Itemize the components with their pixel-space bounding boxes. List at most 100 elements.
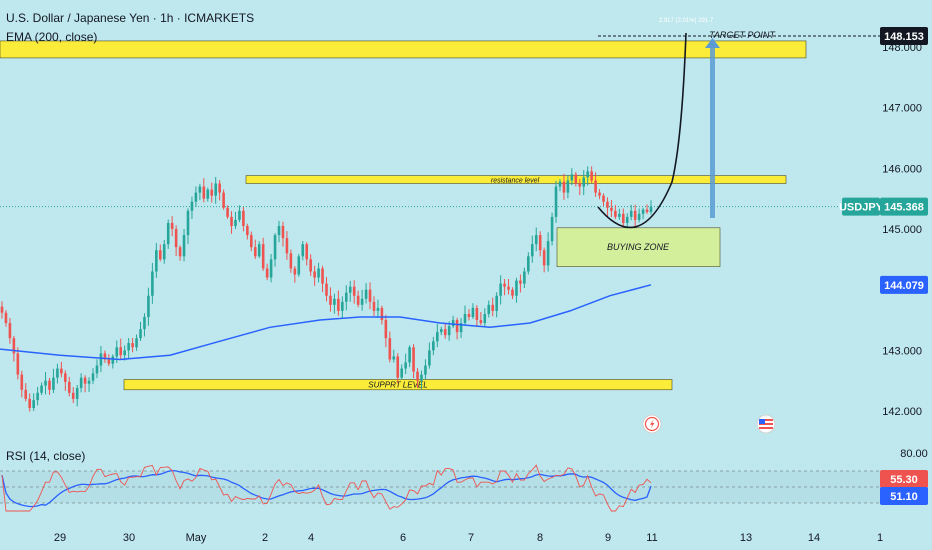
candle-body — [91, 373, 95, 381]
candle-body — [400, 368, 403, 378]
candle-body — [67, 381, 71, 393]
candle-body — [479, 320, 483, 324]
candle-body — [376, 307, 380, 311]
candle-body — [649, 206, 653, 213]
candle-body — [424, 365, 427, 375]
time-label: 13 — [740, 532, 752, 544]
candle-body — [139, 329, 142, 339]
candle-body — [218, 183, 221, 193]
candle-body — [214, 183, 217, 196]
candle-body — [32, 400, 35, 408]
time-label: 14 — [808, 532, 820, 544]
candle-body — [178, 247, 182, 257]
candle-body — [115, 347, 119, 357]
candle-body — [226, 207, 229, 217]
flash-event-icon[interactable] — [642, 414, 662, 434]
candle-body — [28, 398, 32, 408]
candle-body — [495, 295, 498, 311]
candle-body — [566, 180, 570, 193]
candle-body — [79, 377, 83, 388]
candle-body — [36, 392, 39, 401]
buying-zone[interactable] — [556, 227, 721, 267]
resistance-zone[interactable] — [245, 175, 787, 184]
candle-body — [341, 301, 344, 311]
candle-body — [87, 380, 91, 384]
candle-body — [194, 192, 198, 202]
zones-layer: TARGET POINT resistance level SUPPRT LEVEL… — [0, 30, 807, 391]
candle-body — [257, 244, 261, 257]
us-flag-event-icon[interactable] — [756, 414, 776, 434]
candle-body — [455, 320, 459, 333]
candle-body — [598, 192, 601, 196]
candle-body — [202, 186, 206, 199]
candle-body — [483, 313, 487, 324]
candle-body — [269, 259, 273, 278]
candle-body — [360, 298, 364, 305]
candle-body — [182, 235, 186, 257]
candle-body — [261, 244, 265, 269]
time-label: 9 — [605, 532, 611, 544]
candle-body — [436, 332, 439, 342]
candle-body — [8, 323, 12, 339]
time-label: May — [186, 532, 207, 544]
price-tick-label: 147.000 — [882, 103, 922, 115]
rsi-value-badge-text: 55.30 — [890, 474, 918, 486]
ema-price-badge-text: 144.079 — [884, 280, 924, 292]
candle-body — [321, 268, 324, 284]
candle-body — [463, 313, 467, 324]
candle-body — [20, 374, 24, 390]
rsi-legend[interactable]: RSI (14, close) — [6, 449, 86, 463]
candle-body — [574, 174, 578, 184]
candle-body — [95, 365, 99, 374]
ema-line — [0, 284, 652, 361]
candle-body — [618, 213, 621, 217]
price-tick-label: 145.000 — [882, 224, 922, 236]
candle-body — [459, 323, 463, 333]
candle-body — [24, 389, 28, 399]
candle-body — [396, 356, 400, 378]
candle-body — [621, 213, 625, 223]
rsi-ma-value-badge — [880, 487, 928, 505]
candle-body — [60, 368, 63, 374]
candle-body — [64, 373, 67, 382]
ema-legend[interactable]: EMA (200, close) — [6, 30, 98, 44]
candle-body — [614, 210, 617, 217]
candle-body — [313, 271, 316, 278]
candle-body — [550, 216, 554, 242]
rsi-ma-value-badge-text: 51.10 — [890, 491, 918, 503]
rsi-80-label: 80.00 — [900, 448, 928, 460]
candle-body — [170, 222, 174, 230]
candle-body — [344, 292, 348, 302]
candle-body — [162, 244, 166, 260]
candle-body — [166, 222, 170, 245]
candle-body — [590, 171, 593, 181]
candle-body — [190, 201, 194, 211]
candle-body — [451, 320, 455, 327]
candle-body — [594, 180, 597, 193]
time-label: 7 — [468, 532, 474, 544]
candle-body — [384, 320, 388, 339]
candle-body — [265, 268, 269, 278]
candle-body — [253, 247, 257, 257]
candle-body — [56, 368, 59, 378]
candle-body — [352, 286, 356, 296]
price-tick-label: 146.000 — [882, 163, 922, 175]
candle-body — [147, 295, 150, 317]
time-label: 8 — [537, 532, 543, 544]
target-point-label: TARGET POINT — [709, 30, 776, 40]
candle-body — [570, 174, 574, 181]
price-tick-label: 142.000 — [882, 406, 922, 418]
candle-body — [210, 189, 214, 196]
candle-body — [610, 207, 613, 211]
target-zone[interactable] — [0, 40, 807, 59]
candle-body — [289, 253, 293, 269]
candle-body — [507, 286, 510, 290]
candle-body — [527, 256, 530, 272]
candle-body — [511, 289, 514, 296]
time-label: 29 — [54, 532, 66, 544]
symbol-title[interactable]: U.S. Dollar / Japanese Yen · 1h · ICMARK… — [6, 11, 255, 25]
candle-body — [432, 341, 435, 351]
candle-body — [645, 209, 649, 213]
